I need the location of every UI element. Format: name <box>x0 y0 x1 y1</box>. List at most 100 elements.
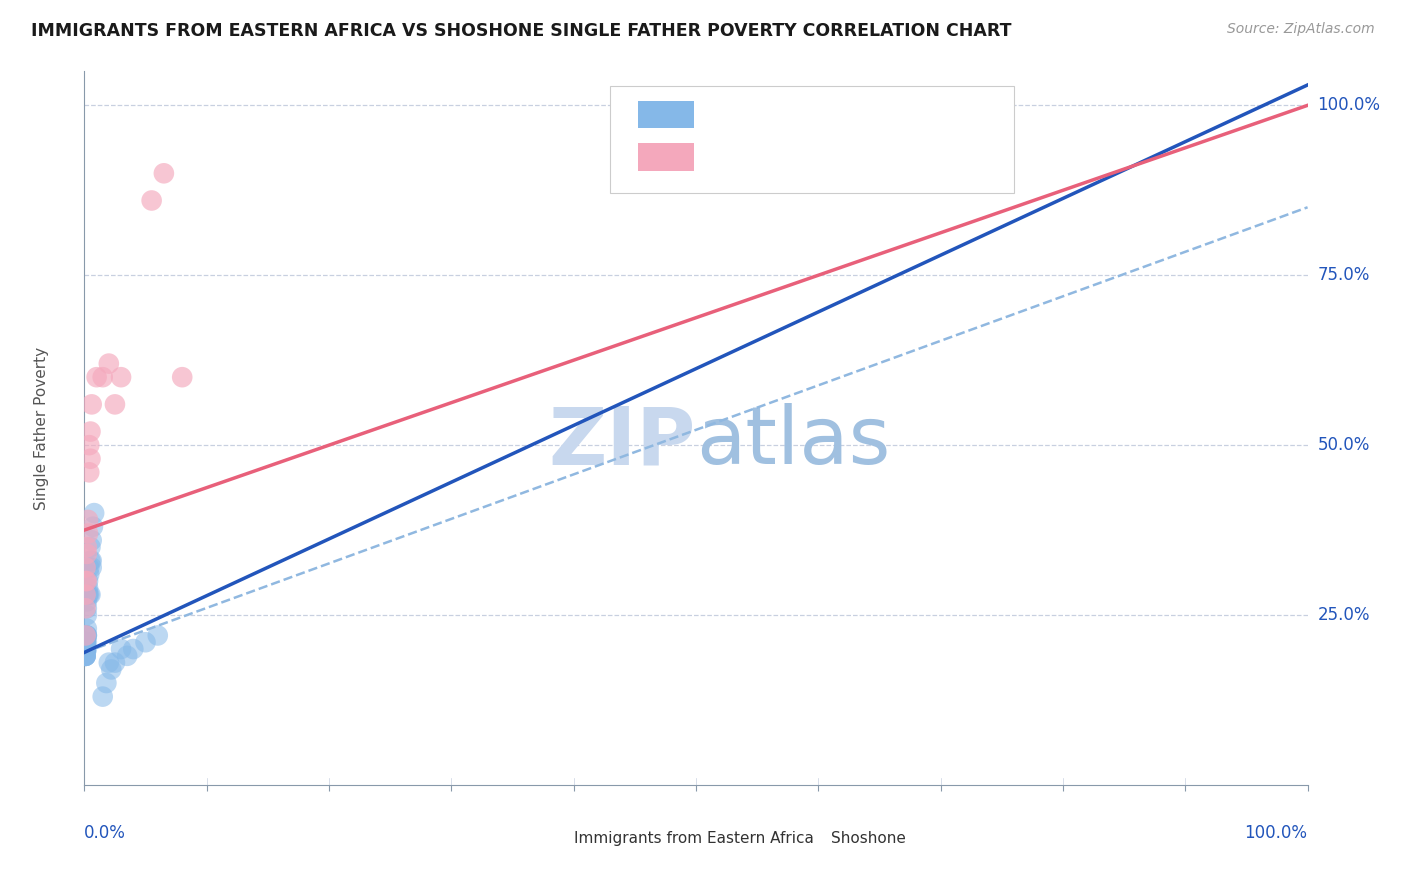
Point <box>75 635 97 649</box>
Point <box>96 676 118 690</box>
Point <box>83 506 105 520</box>
Text: Immigrants from Eastern Africa: Immigrants from Eastern Africa <box>574 831 814 846</box>
Point <box>77 574 100 588</box>
Text: 75.0%: 75.0% <box>1317 266 1369 285</box>
Point <box>77 588 100 602</box>
Text: 25.0%: 25.0% <box>1317 606 1369 624</box>
Point <box>75 642 97 657</box>
Point <box>110 642 132 657</box>
Point <box>110 370 132 384</box>
Point <box>75 642 97 657</box>
Point <box>77 567 100 582</box>
Point <box>75 642 97 657</box>
Text: IMMIGRANTS FROM EASTERN AFRICA VS SHOSHONE SINGLE FATHER POVERTY CORRELATION CHA: IMMIGRANTS FROM EASTERN AFRICA VS SHOSHO… <box>31 22 1011 40</box>
Point <box>153 166 176 180</box>
Text: 0.514: 0.514 <box>769 147 831 167</box>
Point <box>75 635 97 649</box>
Point <box>86 370 108 384</box>
Point <box>77 588 100 602</box>
Bar <box>638 101 693 128</box>
Point <box>100 662 122 676</box>
Point <box>76 628 98 642</box>
Point <box>75 648 97 663</box>
Point <box>75 648 97 663</box>
Text: Shoshone: Shoshone <box>831 831 905 846</box>
Point <box>172 370 194 384</box>
Point <box>135 635 157 649</box>
Text: 100.0%: 100.0% <box>1317 96 1381 114</box>
Text: ZIP: ZIP <box>548 403 696 482</box>
Point <box>75 642 97 657</box>
Point <box>82 519 104 533</box>
Point <box>75 635 97 649</box>
Point <box>79 540 101 554</box>
Point <box>76 628 98 642</box>
Point <box>75 635 97 649</box>
Text: R =: R = <box>709 147 754 167</box>
Point <box>79 451 101 466</box>
Text: 0.324: 0.324 <box>769 104 831 124</box>
Point <box>75 648 97 663</box>
Point <box>76 574 98 588</box>
Point <box>76 608 98 623</box>
Point <box>75 642 97 657</box>
Bar <box>787 830 823 849</box>
Point <box>97 357 120 371</box>
Point <box>77 588 100 602</box>
Point <box>76 642 98 657</box>
Point <box>80 560 103 574</box>
Point <box>79 588 101 602</box>
Bar <box>531 830 565 849</box>
Point <box>77 466 100 480</box>
Point <box>91 370 114 384</box>
Point <box>75 642 97 657</box>
Text: Single Father Poverty: Single Father Poverty <box>34 347 49 509</box>
Point <box>104 397 127 411</box>
Point <box>75 588 97 602</box>
Point <box>80 397 103 411</box>
Point <box>104 656 127 670</box>
Text: R =: R = <box>709 104 754 124</box>
Point <box>75 635 97 649</box>
Point <box>75 635 97 649</box>
Point <box>75 642 97 657</box>
Point <box>75 648 97 663</box>
Bar <box>638 144 693 170</box>
Point <box>80 554 103 568</box>
Text: Source: ZipAtlas.com: Source: ZipAtlas.com <box>1227 22 1375 37</box>
Point <box>75 628 97 642</box>
Point <box>115 648 138 663</box>
Point <box>80 533 103 548</box>
Point <box>75 642 97 657</box>
Point <box>91 690 114 704</box>
Point <box>122 642 145 657</box>
Point <box>77 438 100 452</box>
Point <box>75 642 97 657</box>
Text: atlas: atlas <box>696 403 890 482</box>
Point <box>97 656 120 670</box>
Point <box>75 635 97 649</box>
Point <box>79 554 101 568</box>
Point <box>75 642 97 657</box>
Point <box>76 547 98 561</box>
Point <box>76 622 98 636</box>
Point <box>79 425 101 439</box>
FancyBboxPatch shape <box>610 86 1014 193</box>
Text: N =: N = <box>855 104 901 124</box>
Point <box>75 560 97 574</box>
Point <box>75 642 97 657</box>
Point <box>75 642 97 657</box>
Point <box>76 594 98 608</box>
Point <box>76 635 98 649</box>
Point <box>146 628 169 642</box>
Point <box>77 581 100 595</box>
Point <box>75 574 97 588</box>
Point <box>76 540 98 554</box>
Point <box>75 635 97 649</box>
Text: 23: 23 <box>912 147 939 167</box>
Point <box>75 601 97 615</box>
Point <box>77 513 100 527</box>
Point <box>75 648 97 663</box>
Point <box>77 560 100 574</box>
Point <box>77 526 100 541</box>
